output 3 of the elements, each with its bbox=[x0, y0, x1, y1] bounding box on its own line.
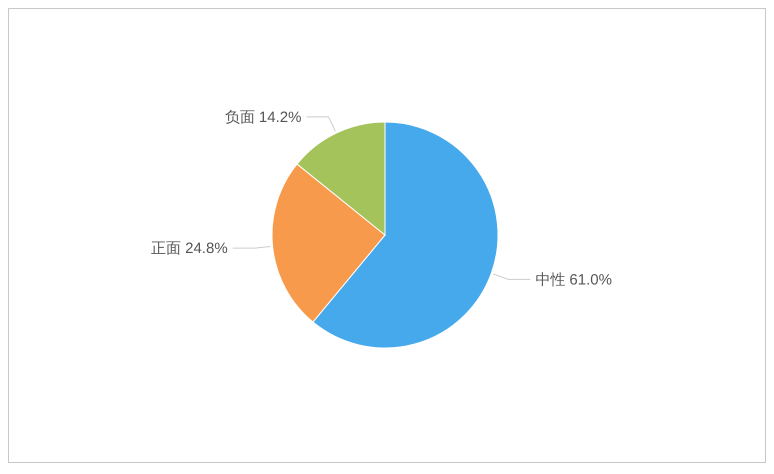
slice-label: 正面 24.8% bbox=[150, 240, 228, 258]
slice-label: 负面 14.2% bbox=[224, 108, 302, 126]
slice-label: 中性 61.0% bbox=[535, 271, 612, 288]
